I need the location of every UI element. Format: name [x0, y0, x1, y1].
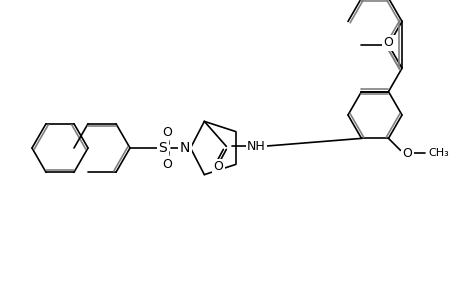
Text: CH₃: CH₃: [428, 148, 448, 158]
Text: S: S: [158, 141, 167, 155]
Text: O: O: [162, 125, 172, 139]
Text: O: O: [383, 36, 392, 50]
Text: O: O: [162, 158, 172, 170]
Text: O: O: [213, 160, 223, 173]
Text: O: O: [402, 147, 412, 160]
Text: NH: NH: [246, 140, 265, 153]
Text: N: N: [179, 141, 190, 155]
